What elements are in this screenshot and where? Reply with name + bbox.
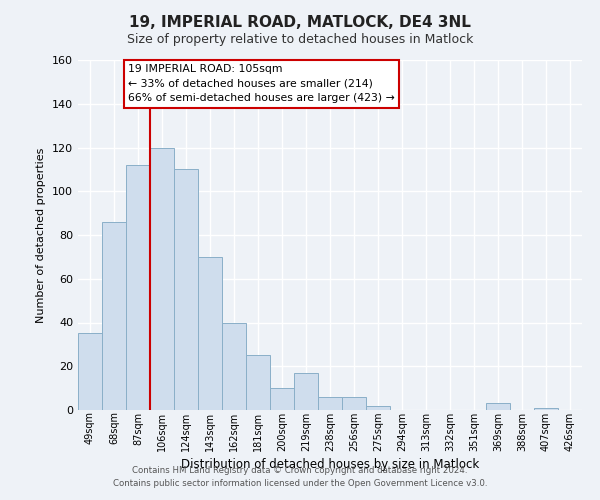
Bar (294, 373, 318, 410)
Text: 19 IMPERIAL ROAD: 105sqm
← 33% of detached houses are smaller (214)
66% of semi-: 19 IMPERIAL ROAD: 105sqm ← 33% of detach… (128, 64, 395, 103)
Bar (102, 222, 126, 410)
Bar (126, 165, 150, 410)
Bar (534, 408, 558, 410)
Bar (366, 406, 390, 410)
Bar (318, 397, 342, 410)
Bar (246, 356, 270, 410)
X-axis label: Distribution of detached houses by size in Matlock: Distribution of detached houses by size … (181, 458, 479, 471)
Bar (198, 257, 222, 410)
Bar (150, 148, 174, 410)
Text: Size of property relative to detached houses in Matlock: Size of property relative to detached ho… (127, 32, 473, 46)
Bar (174, 170, 198, 410)
Y-axis label: Number of detached properties: Number of detached properties (37, 148, 46, 322)
Text: 19, IMPERIAL ROAD, MATLOCK, DE4 3NL: 19, IMPERIAL ROAD, MATLOCK, DE4 3NL (129, 15, 471, 30)
Bar (342, 397, 366, 410)
Text: Contains HM Land Registry data © Crown copyright and database right 2024.
Contai: Contains HM Land Registry data © Crown c… (113, 466, 487, 487)
Bar (486, 404, 510, 410)
Bar (78, 334, 102, 410)
Bar (222, 322, 246, 410)
Bar (270, 388, 294, 410)
